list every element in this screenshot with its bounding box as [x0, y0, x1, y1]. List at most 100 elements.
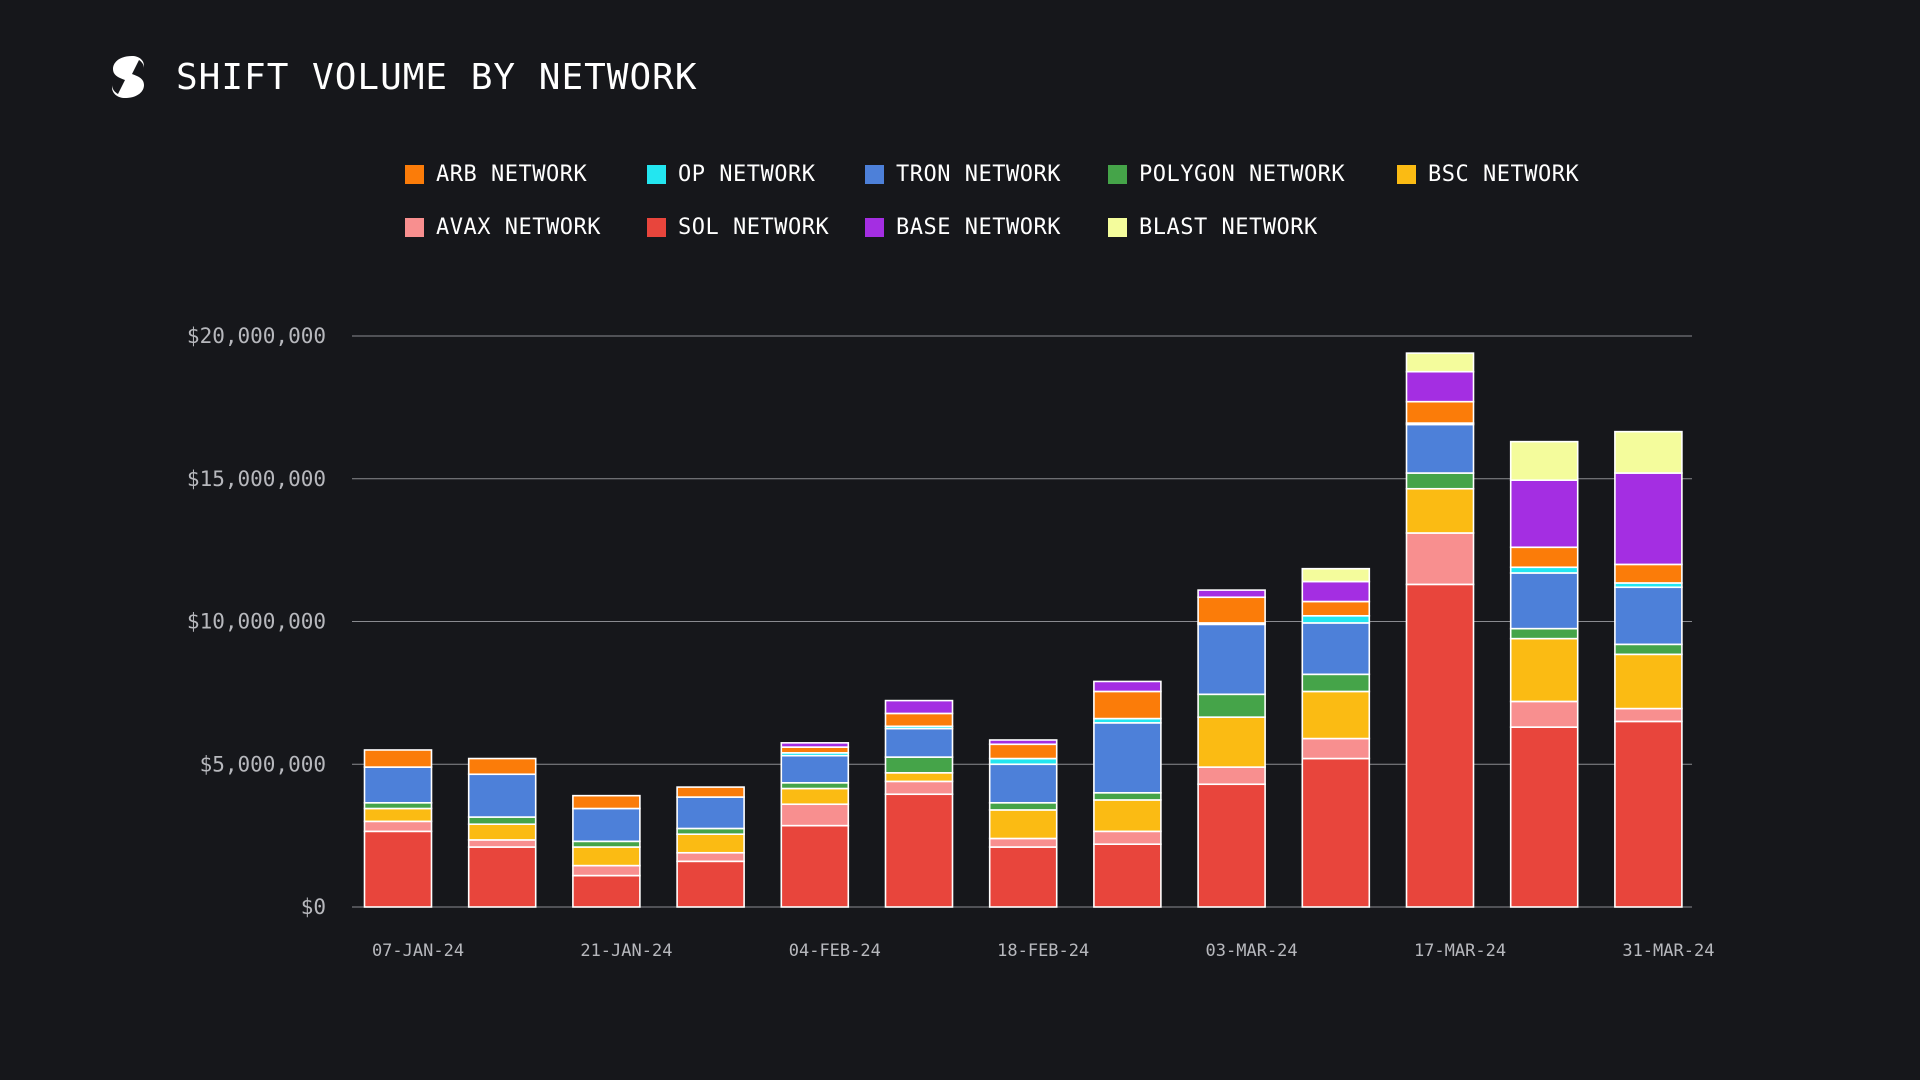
bar-segment[interactable]: [988, 809, 1058, 840]
bar-segment[interactable]: [1301, 567, 1371, 583]
bar-segment[interactable]: [363, 807, 433, 823]
bar-segment[interactable]: [467, 757, 537, 776]
bar-segment[interactable]: [1509, 479, 1579, 549]
bar-segment[interactable]: [1405, 352, 1475, 373]
bar-segment[interactable]: [1509, 572, 1579, 630]
bar-segment[interactable]: [1614, 643, 1683, 656]
bar-segment[interactable]: [676, 860, 745, 908]
legend-item[interactable]: POLYGON NETWORK: [1108, 160, 1397, 188]
bar-segment[interactable]: [1197, 589, 1266, 599]
bar-segment[interactable]: [884, 756, 954, 774]
bar-segment[interactable]: [1093, 791, 1162, 801]
bar-segment[interactable]: [1509, 627, 1579, 640]
bar-segment[interactable]: [1509, 637, 1579, 703]
legend-item[interactable]: OP NETWORK: [647, 160, 865, 188]
bar-segment[interactable]: [572, 807, 641, 843]
bar-segment[interactable]: [676, 833, 745, 854]
bar-segment[interactable]: [467, 773, 537, 818]
bar-segment[interactable]: [1197, 783, 1266, 908]
bar-segment[interactable]: [676, 796, 745, 830]
bar-segment[interactable]: [363, 749, 433, 768]
bar-segment[interactable]: [1614, 430, 1683, 474]
bar-segment[interactable]: [676, 851, 745, 863]
bar-segment[interactable]: [780, 803, 850, 827]
bar-segment[interactable]: [884, 793, 954, 908]
bar-segment[interactable]: [988, 837, 1058, 848]
bar-segment[interactable]: [1301, 673, 1371, 693]
bar-segment[interactable]: [572, 846, 641, 867]
bar-segment[interactable]: [1509, 566, 1579, 574]
bar-segment[interactable]: [1405, 487, 1475, 534]
bar-segment[interactable]: [1509, 440, 1579, 481]
bar-segment[interactable]: [1614, 472, 1683, 566]
bar-segment[interactable]: [1509, 726, 1579, 908]
bar-segment[interactable]: [1301, 580, 1371, 603]
bar-segment[interactable]: [884, 712, 954, 728]
bar-segment[interactable]: [1405, 400, 1475, 424]
bar-segment[interactable]: [1614, 653, 1683, 710]
bar-segment[interactable]: [1614, 563, 1683, 584]
legend-item[interactable]: BSC NETWORK: [1397, 160, 1597, 188]
bar-segment[interactable]: [884, 780, 954, 796]
bar-segment[interactable]: [1509, 700, 1579, 728]
bar-segment[interactable]: [1093, 722, 1162, 794]
bar-segment[interactable]: [1301, 614, 1371, 624]
bar-segment[interactable]: [1197, 596, 1266, 624]
bar-segment[interactable]: [363, 766, 433, 804]
bar-segment[interactable]: [1301, 622, 1371, 676]
bar-segment[interactable]: [1614, 707, 1683, 723]
bar-segment[interactable]: [572, 874, 641, 908]
bar-segment[interactable]: [1197, 716, 1266, 768]
bar-segment[interactable]: [1093, 690, 1162, 720]
bar-segment[interactable]: [572, 864, 641, 877]
bar-segment[interactable]: [1197, 623, 1266, 696]
bar-segment[interactable]: [1301, 600, 1371, 617]
bar-segment[interactable]: [467, 823, 537, 841]
bar-segment[interactable]: [988, 846, 1058, 908]
bar-segment[interactable]: [1405, 472, 1475, 490]
bar-segment[interactable]: [780, 754, 850, 784]
bar-segment[interactable]: [884, 727, 954, 758]
bar-segment[interactable]: [572, 840, 641, 848]
bar-segment[interactable]: [1614, 720, 1683, 908]
bar-segment[interactable]: [572, 794, 641, 810]
bar-segment[interactable]: [467, 839, 537, 848]
bar-segment[interactable]: [1405, 532, 1475, 586]
legend-item[interactable]: ARB NETWORK: [405, 160, 647, 188]
bar-segment[interactable]: [988, 757, 1058, 766]
bar-segment[interactable]: [1093, 843, 1162, 908]
bar-segment[interactable]: [780, 824, 850, 908]
bar-segment[interactable]: [363, 830, 433, 908]
bar-segment[interactable]: [884, 699, 954, 715]
bar-segment[interactable]: [780, 746, 850, 754]
bar-segment[interactable]: [467, 816, 537, 826]
bar-segment[interactable]: [363, 820, 433, 833]
bar-segment[interactable]: [363, 801, 433, 810]
legend-item[interactable]: SOL NETWORK: [647, 213, 865, 241]
bar-segment[interactable]: [1197, 766, 1266, 786]
bar-segment[interactable]: [1093, 830, 1162, 845]
legend-item[interactable]: AVAX NETWORK: [405, 213, 647, 241]
bar-segment[interactable]: [1301, 690, 1371, 740]
bar-segment[interactable]: [884, 772, 954, 783]
bar-segment[interactable]: [676, 786, 745, 798]
bar-segment[interactable]: [1509, 546, 1579, 569]
bar-segment[interactable]: [1405, 423, 1475, 474]
legend-item[interactable]: BLAST NETWORK: [1108, 213, 1397, 241]
bar-segment[interactable]: [988, 743, 1058, 760]
bar-segment[interactable]: [1405, 583, 1475, 908]
bar-segment[interactable]: [780, 782, 850, 790]
bar-segment[interactable]: [1614, 586, 1683, 646]
bar-segment[interactable]: [1093, 680, 1162, 693]
bar-segment[interactable]: [1301, 757, 1371, 908]
bar-segment[interactable]: [1405, 370, 1475, 403]
legend-item[interactable]: BASE NETWORK: [865, 213, 1108, 241]
bar-segment[interactable]: [988, 801, 1058, 811]
bar-segment[interactable]: [780, 742, 850, 748]
bar-segment[interactable]: [988, 739, 1058, 746]
bar-segment[interactable]: [467, 846, 537, 908]
bar-segment[interactable]: [1197, 693, 1266, 718]
bar-segment[interactable]: [1093, 799, 1162, 833]
bar-segment[interactable]: [988, 763, 1058, 804]
bar-segment[interactable]: [1301, 737, 1371, 760]
